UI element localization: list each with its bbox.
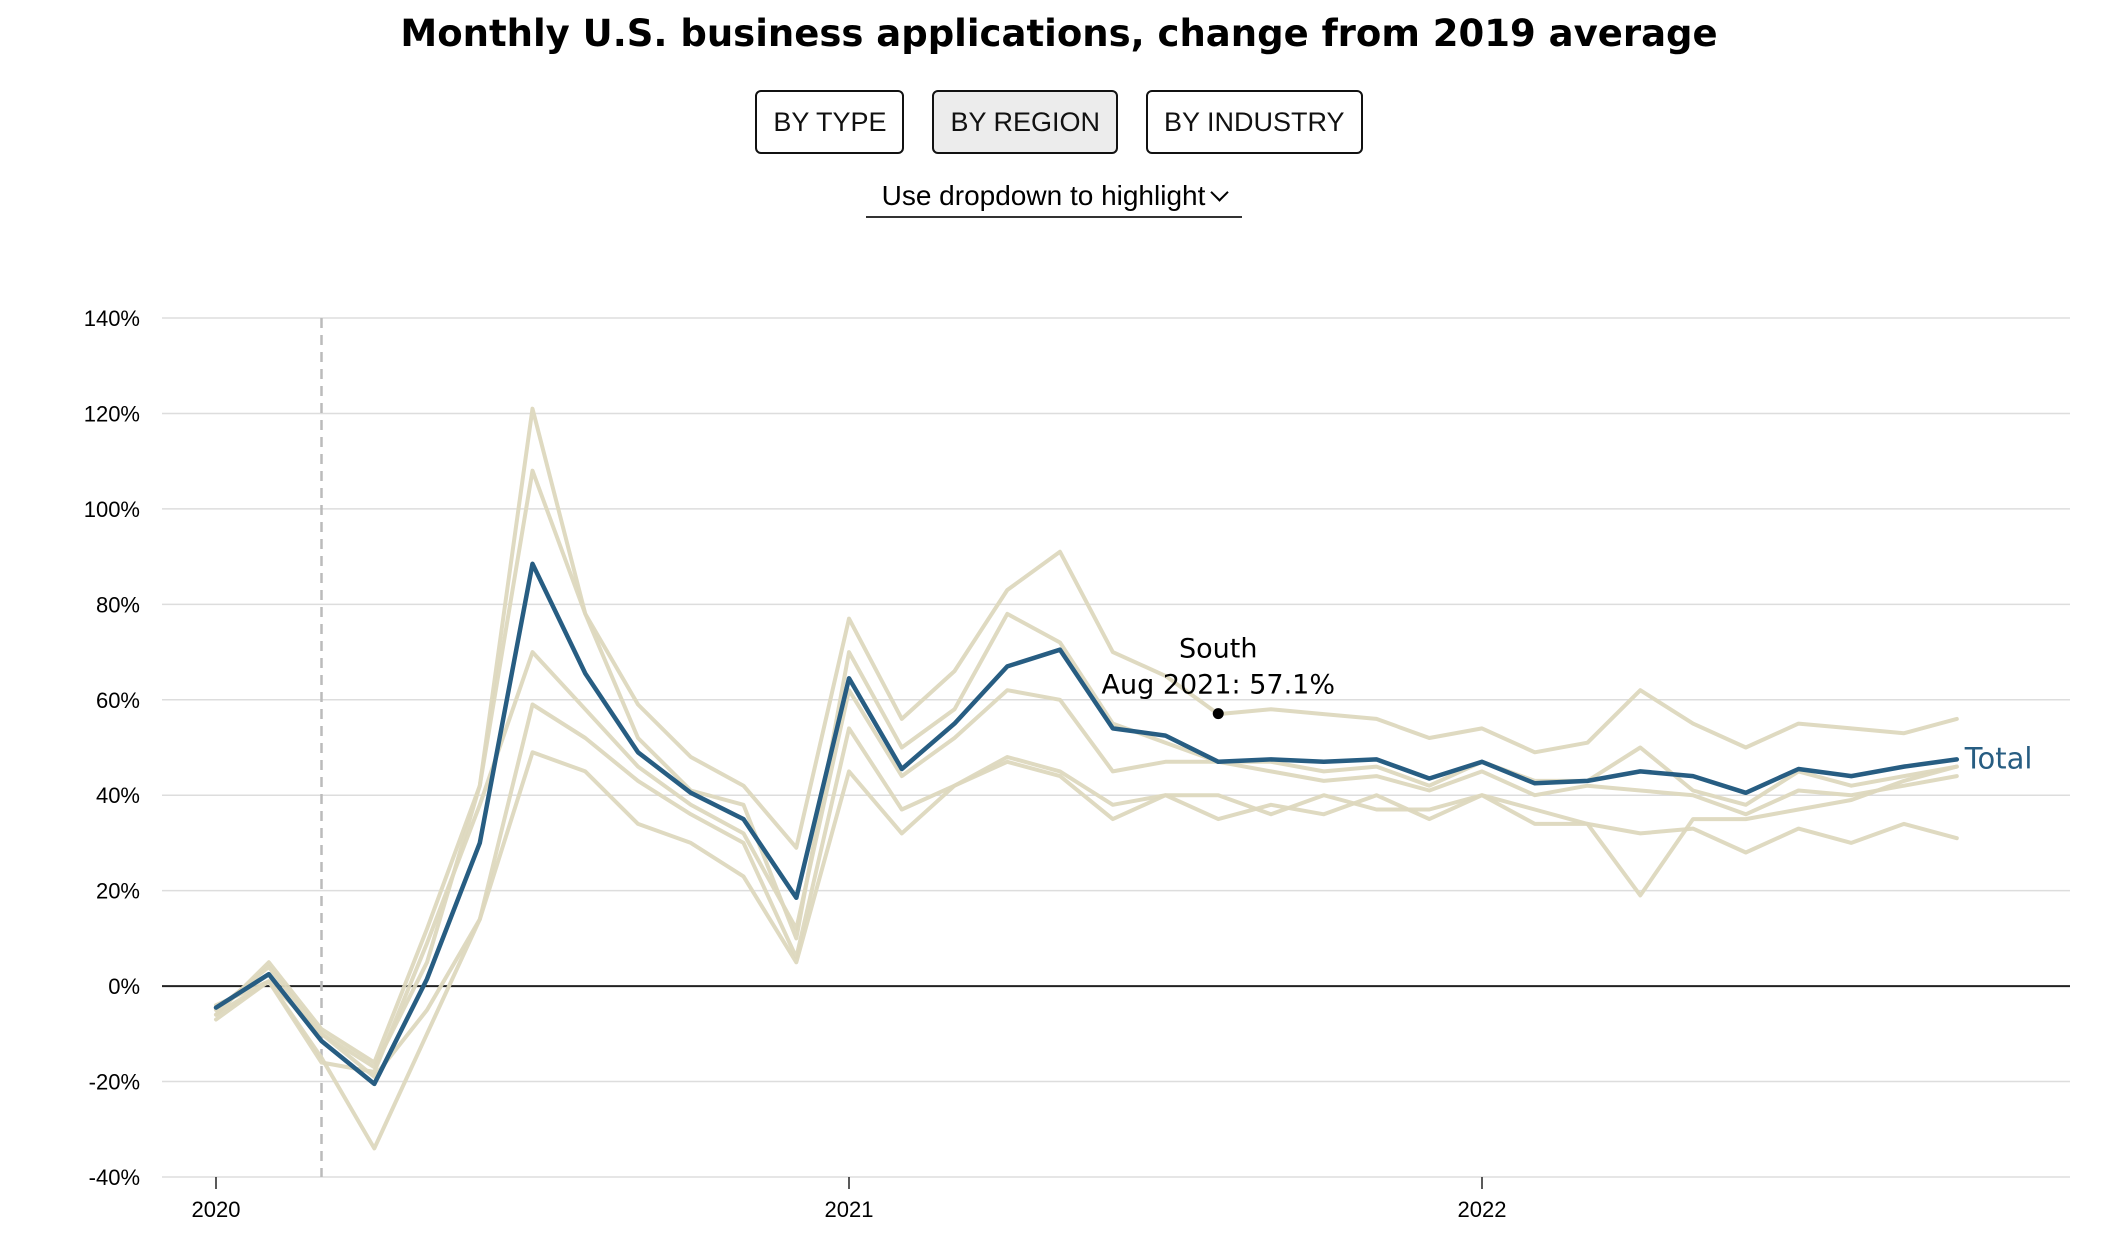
annotation-value: Aug 2021: 57.1% xyxy=(1102,670,1335,701)
y-tick-label: 0% xyxy=(108,974,140,999)
page-title: Monthly U.S. business applications, chan… xyxy=(400,12,1718,55)
tab-by-industry[interactable]: BY INDUSTRY xyxy=(1146,90,1363,154)
annotation-dot xyxy=(1212,708,1224,720)
series-line-region xyxy=(214,468,1959,1070)
series-line-region xyxy=(214,406,1959,1065)
y-tick-label: -40% xyxy=(89,1165,140,1190)
y-tick-label: 120% xyxy=(84,401,140,426)
y-tick-label: -20% xyxy=(89,1070,140,1095)
series-line-region xyxy=(214,650,1959,1074)
highlight-dropdown[interactable]: Use dropdown to highlight xyxy=(866,176,1242,218)
x-tick-label: 2021 xyxy=(825,1197,874,1222)
tab-by-region[interactable]: BY REGION xyxy=(932,90,1119,154)
series-line-region xyxy=(214,702,1959,1079)
series-line-region xyxy=(214,750,1959,1151)
series-end-label: Total xyxy=(1964,741,2033,775)
y-tick-label: 20% xyxy=(96,879,140,904)
view-tabs: BY TYPE BY REGION BY INDUSTRY xyxy=(0,90,2118,154)
highlight-dropdown-label: Use dropdown to highlight xyxy=(881,180,1206,211)
y-tick-label: 140% xyxy=(84,306,140,331)
tab-by-type[interactable]: BY TYPE xyxy=(755,90,905,154)
y-tick-label: 40% xyxy=(96,783,140,808)
highlight-line xyxy=(213,561,1960,1087)
y-tick-label: 60% xyxy=(96,688,140,713)
series-line-total xyxy=(213,561,1960,1087)
chart-labels: -40% -20% 0% 20% 40% 60% 80% 100% 120% 140% 2020 20… xyxy=(84,306,2033,1222)
x-tick-label: 2020 xyxy=(192,1197,241,1222)
x-tick-label: 2022 xyxy=(1458,1197,1507,1222)
y-tick-label: 80% xyxy=(96,592,140,617)
annotation-region: South xyxy=(1179,634,1257,665)
grid-layer xyxy=(162,317,2070,1189)
y-tick-label: 100% xyxy=(84,497,140,522)
context-lines xyxy=(214,406,1959,1151)
